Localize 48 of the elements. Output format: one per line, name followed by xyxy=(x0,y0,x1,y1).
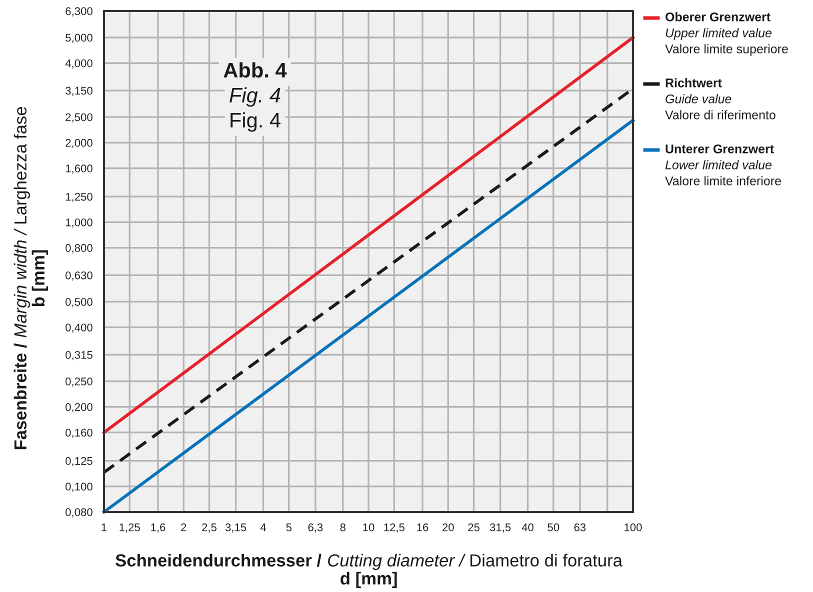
x-tick-label: 2,5 xyxy=(202,523,217,533)
annotation: Abb. 4 xyxy=(224,62,287,78)
x-tick-label: 10 xyxy=(363,523,374,532)
y-tick-label: 2,500 xyxy=(66,113,92,122)
y-tick-label: 0,630 xyxy=(66,271,92,281)
x-tick-label: 5 xyxy=(286,524,292,532)
y-tick-label: 0,500 xyxy=(66,298,92,308)
x-tick-label: 6,3 xyxy=(308,523,323,533)
y-tick-label: 0,800 xyxy=(66,244,92,254)
y-tick-label: 1,000 xyxy=(66,218,92,228)
annotation: Fig. 4 xyxy=(230,87,280,107)
x-tick-label: 40 xyxy=(522,523,534,532)
legend-label: Oberer Grenzwert Upper limited value Valore limite superiore xyxy=(665,12,788,56)
x-tick-label: 1,6 xyxy=(151,523,166,533)
y-tick-label: 0,250 xyxy=(66,378,92,387)
x-tick-label: 2 xyxy=(181,523,186,532)
legend-label: Unterer Grenzwert Lower limited value Valore limite inferiore xyxy=(665,144,781,186)
y-tick-label: 0,160 xyxy=(66,428,92,438)
x-tick-label: 4 xyxy=(260,524,266,532)
x-tick-label: 31,5 xyxy=(490,523,511,533)
x-tick-label: 16 xyxy=(417,523,428,532)
text: Fasenbreite / Margin width / Larghezza fase b [mm] xyxy=(14,106,48,450)
x-tick-label: 50 xyxy=(548,523,560,532)
legend-label: Richtwert Guide value Valore di riferimento xyxy=(665,78,776,120)
y-tick-label: 0,100 xyxy=(66,482,92,492)
text: Schneidendurchmesser / Cutting diameter / Diametro di foratura d [mm] xyxy=(116,554,622,588)
y-tick-label: 0,400 xyxy=(66,324,92,333)
annotation: Fig. 4 xyxy=(230,112,280,132)
x-tick-label: 8 xyxy=(340,523,346,532)
y-tick-label: 2,000 xyxy=(66,138,92,148)
y-tick-label: 3,150 xyxy=(66,86,92,96)
y-tick-label: 5,000 xyxy=(66,34,92,43)
x-tick-label: 100 xyxy=(624,523,642,532)
x-tick-label: 12,5 xyxy=(384,523,404,533)
x-tick-label: 63 xyxy=(574,523,586,532)
x-tick-label: 1 xyxy=(102,524,107,532)
y-tick-label: 6,300 xyxy=(66,7,92,16)
y-tick-label: 4,000 xyxy=(65,59,92,69)
x-tick-label: 3,15 xyxy=(225,523,246,533)
y-tick-label: 1,250 xyxy=(66,192,92,202)
y-tick-label: 1,600 xyxy=(66,164,92,174)
y-tick-label: 0,080 xyxy=(66,508,92,518)
x-tick-label: 1,25 xyxy=(120,523,140,533)
x-tick-label: 25 xyxy=(468,523,480,532)
x-tick-label: 20 xyxy=(442,523,454,532)
y-tick-label: 0,125 xyxy=(66,457,92,466)
y-tick-label: 0,200 xyxy=(66,403,92,412)
y-tick-label: 0,315 xyxy=(66,351,92,360)
